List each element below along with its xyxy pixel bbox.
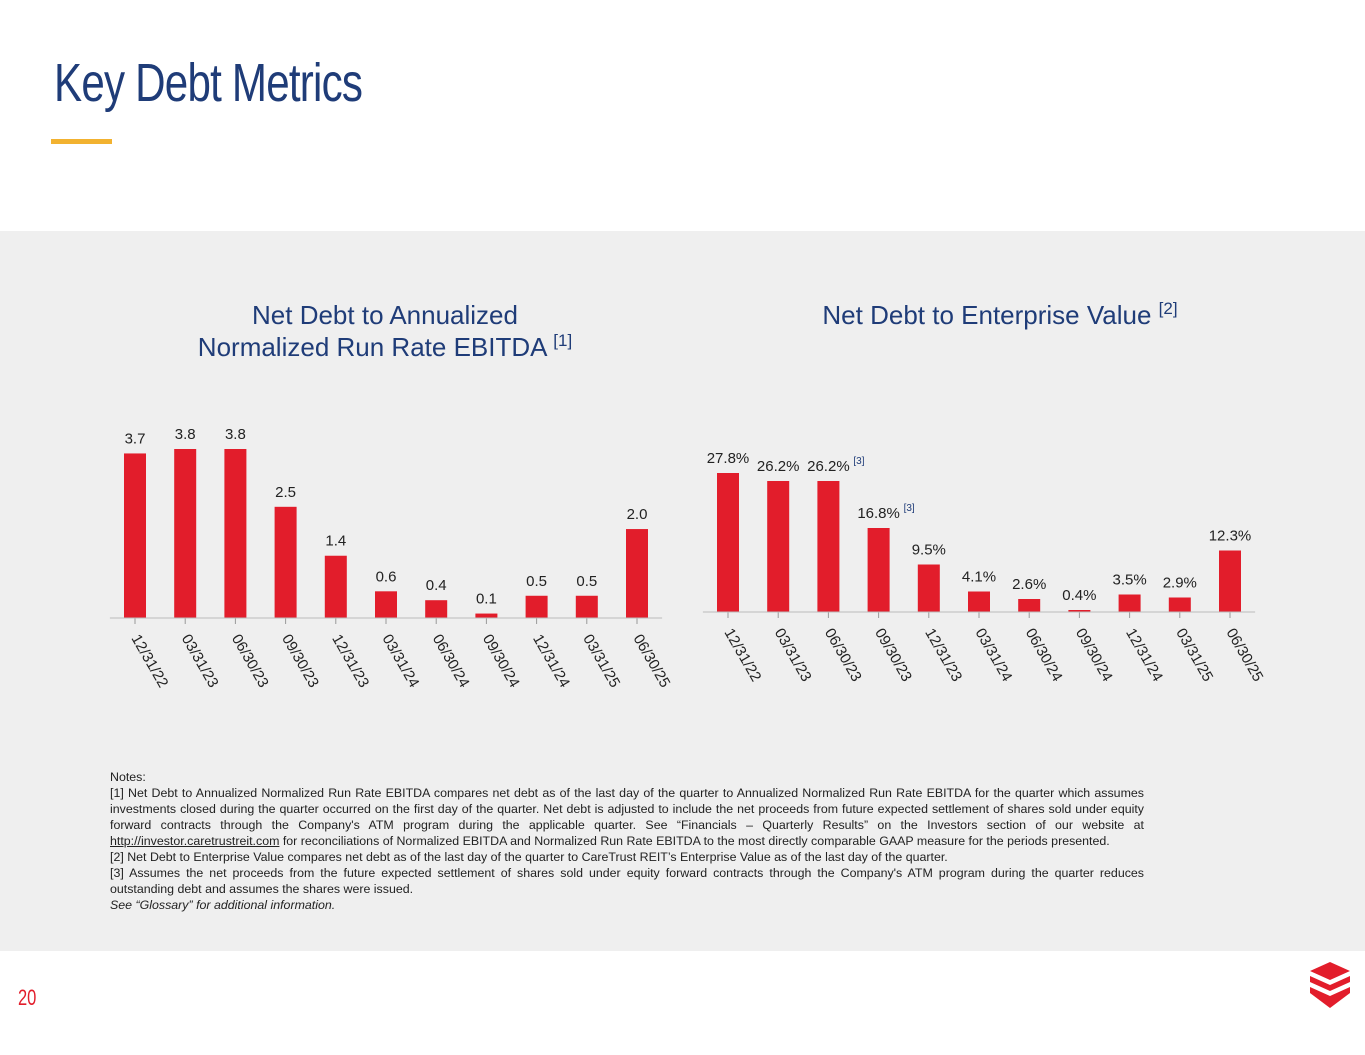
chart-1-data-label-03/31/24: 0.6 [376,568,397,585]
chart-2-title-line1: Net Debt to Enterprise Value [822,300,1152,330]
chart-2-bar-06/30/23 [817,481,840,612]
chart-2-tick-label-03/31/25: 03/31/25 [1172,626,1216,685]
chart-1-data-label-09/30/24: 0.1 [476,591,497,608]
chart-1-bar-09/30/23 [274,506,297,618]
chart-1-data-label-06/30/23: 3.8 [225,426,246,443]
chart-1-data-label-12/31/23: 1.4 [325,533,346,550]
chart-1-data-label-12/31/24: 0.5 [526,573,547,590]
chart-2-bar-12/31/24 [1118,594,1141,612]
page-number: 20 [18,985,37,1010]
chart-1-bar-06/30/23 [224,449,247,618]
chart-1-bar-09/30/24 [475,613,498,618]
chart-1-bar-03/31/25 [575,595,598,618]
chart-2-tick-label-03/31/24: 03/31/24 [972,626,1016,685]
chart-2-bar-12/31/22 [717,473,739,612]
page-title: Key Debt Metrics [54,53,363,113]
chart-1-bar-06/30/24 [425,600,448,618]
chart-2-bar-footnote-ref: [3] [853,456,864,467]
chart-2-data-label-03/31/23: 26.2% [757,458,800,475]
chart-1-bar-12/31/24 [525,595,548,618]
chart-2-data-label-12/31/22: 27.8% [707,450,750,467]
chart-2-title: Net Debt to Enterprise Value [2] [770,299,1230,331]
chart-2-data-label-03/31/24: 4.1% [962,569,996,586]
chart-1-data-label-12/31/22: 3.7 [125,430,146,447]
chart-1-net-debt-to-ebitda: 3.712/31/223.803/31/233.806/30/232.509/3… [109,426,673,691]
chart-1-footnote-ref: [1] [553,331,573,350]
chart-2-tick-label-06/30/23: 06/30/23 [821,626,865,685]
chart-1-data-label-09/30/23: 2.5 [275,484,296,501]
chart-2-tick-label-06/30/25: 06/30/25 [1223,626,1267,685]
chart-2-data-label-12/31/23: 9.5% [912,542,946,559]
company-logo-icon [1310,962,1350,1008]
chart-2-bar-footnote-ref: [3] [904,503,915,514]
chart-1-bar-12/31/23 [324,555,347,618]
note-2: [2] Net Debt to Enterprise Value compare… [110,850,948,864]
notes-heading: Notes: [110,770,146,784]
chart-1-bar-06/30/25 [626,529,648,618]
chart-2-bar-09/30/23 [867,528,890,612]
chart-2-data-label-06/30/25: 12.3% [1209,528,1252,545]
chart-1-bar-12/31/22 [124,453,146,618]
chart-2-data-label-03/31/25: 2.9% [1163,575,1197,592]
chart-2-data-label-09/30/23: 16.8% [857,505,900,522]
chart-2-data-label-06/30/24: 2.6% [1012,576,1046,593]
chart-1-data-label-06/30/25: 2.0 [627,506,648,523]
chart-1-title-line1: Net Debt to Annualized [252,300,518,330]
chart-2-tick-label-03/31/23: 03/31/23 [771,626,815,685]
chart-2-data-label-09/30/24: 0.4% [1062,587,1096,604]
chart-2-footnote-ref: [2] [1158,299,1178,318]
chart-2-bar-03/31/23 [767,481,790,612]
chart-2-tick-label-12/31/23: 12/31/23 [921,626,965,685]
chart-1-bar-03/31/24 [375,591,397,618]
investor-website-link[interactable]: http://investor.caretrustreit.com [110,834,280,848]
chart-2-tick-label-12/31/24: 12/31/24 [1122,626,1166,685]
chart-2-data-label-06/30/23: 26.2% [807,458,850,475]
chart-2-data-label-12/31/24: 3.5% [1112,572,1146,589]
note-3: [3] Assumes the net proceeds from the fu… [110,866,1144,896]
chart-2-tick-label-09/30/23: 09/30/23 [871,626,915,685]
note-1: [1] Net Debt to Annualized Normalized Ru… [110,786,1144,848]
chart-2-bar-06/30/25 [1219,550,1241,612]
glossary-note: See “Glossary” for additional informatio… [110,898,336,912]
chart-1-title-line2: Normalized Run Rate EBITDA [197,332,547,362]
content-panel: Net Debt to Annualized Normalized Run Ra… [0,231,1365,951]
notes-section: Notes: [1] Net Debt to Annualized Normal… [110,769,1144,913]
chart-2-tick-label-12/31/22: 12/31/22 [721,626,765,685]
chart-1-bar-03/31/23 [174,449,197,618]
title-accent-bar [51,139,112,144]
chart-1-data-label-03/31/23: 3.8 [175,426,196,443]
chart-2-bar-03/31/25 [1168,597,1191,612]
chart-2-tick-label-06/30/24: 06/30/24 [1022,626,1066,685]
chart-1-data-label-03/31/25: 0.5 [576,573,597,590]
chart-2-bar-06/30/24 [1018,599,1041,612]
chart-1-title: Net Debt to Annualized Normalized Run Ra… [160,299,610,363]
chart-2-tick-label-09/30/24: 09/30/24 [1072,626,1116,685]
chart-2-bar-03/31/24 [968,591,990,612]
chart-1-data-label-06/30/24: 0.4 [426,577,447,594]
chart-2-net-debt-to-ev: 27.8% 12/31/22 26.2% 03/31/23 26.2% 06/30/23 1… [702,450,1267,685]
chart-2-bar-09/30/24 [1068,610,1091,612]
chart-2-bar-12/31/23 [917,564,940,612]
